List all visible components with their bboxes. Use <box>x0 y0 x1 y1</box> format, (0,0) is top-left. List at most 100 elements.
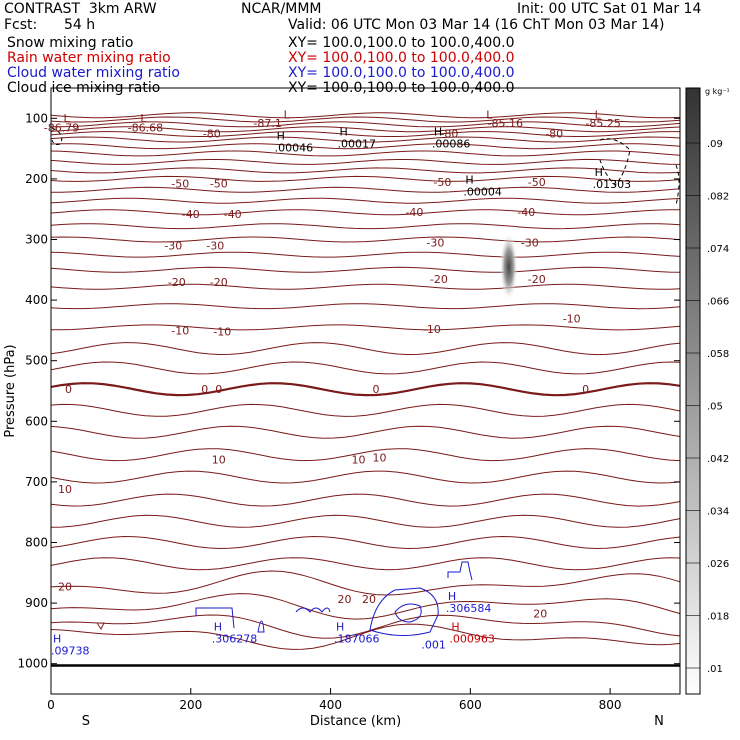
contour-label: 10 <box>372 452 386 465</box>
contour-label: -85.25 <box>585 117 620 130</box>
cloud-water-contour <box>295 607 331 613</box>
extremum-value: .09738 <box>51 644 90 657</box>
x-tick-label: 0 <box>47 698 55 712</box>
contour-label: -50 <box>528 176 546 189</box>
temperature-contours <box>50 112 681 667</box>
contour-label: -30 <box>521 237 539 250</box>
cloud-ice-contour <box>675 164 680 206</box>
contour-label: 0 <box>65 383 72 396</box>
forecast-hours: 54 h <box>64 17 96 33</box>
contour-label: -20 <box>528 273 546 286</box>
x-tick-label: 600 <box>459 698 482 712</box>
colorbar-level-label: .042 <box>707 454 729 465</box>
y-tick-label: 600 <box>25 414 48 428</box>
contour-labels: -86.79 -86.68 -87.1 -85.16 -85.25 -80 -80 -80 -5… <box>44 108 631 657</box>
extremum-value: .00046 <box>275 142 314 155</box>
colorbar-level-label: .01 <box>707 664 723 675</box>
field-snow-name: Snow mixing ratio <box>7 35 134 51</box>
isotherm-line <box>50 223 681 230</box>
north-label: N <box>654 714 664 729</box>
extremum-value: .00086 <box>432 137 471 150</box>
y-tick-label: 400 <box>25 293 48 307</box>
extremum-value: .01303 <box>593 178 632 191</box>
y-tick-label: 1000 <box>17 657 48 671</box>
colorbar-level-label: .082 <box>707 192 729 203</box>
contour-label: -30 <box>164 240 182 253</box>
extremum-value: .306278 <box>212 632 258 645</box>
contour-label: -50 <box>210 178 228 191</box>
cloud-ice-contour <box>599 138 631 186</box>
extremum-marker: H <box>595 166 603 179</box>
extremum-marker: H <box>465 174 473 187</box>
center-label: NCAR/MMM <box>241 1 322 17</box>
init-time: Init: 00 UTC Sat 01 Mar 14 <box>517 1 702 17</box>
isotherm-line <box>50 557 681 571</box>
isotherm-line <box>50 593 681 620</box>
chart-title: CONTRAST 3km ARW <box>4 1 157 17</box>
y-tick-label: 300 <box>25 233 48 247</box>
isotherm-line <box>50 175 681 182</box>
colorbar-unit: g kg⁻¹ <box>705 87 730 96</box>
contour-label: -40 <box>405 206 423 219</box>
isotherm-line <box>50 266 681 273</box>
isotherm-line <box>50 167 681 174</box>
contour-label: -86.79 <box>44 121 79 134</box>
isotherm-line <box>50 236 681 243</box>
isotherm-line <box>51 121 681 128</box>
isotherm-line <box>50 126 681 133</box>
extremum-marker: H <box>448 590 456 603</box>
contour-label: -85.16 <box>488 117 523 130</box>
y-tick-label: 900 <box>25 596 48 610</box>
colorbar-level-label: .018 <box>707 612 729 623</box>
cloud-water-contour <box>394 603 422 623</box>
plot-frame <box>50 87 681 695</box>
isotherm-line <box>50 136 681 143</box>
extremum-marker: H <box>340 125 348 138</box>
cloud-water-contour <box>447 561 473 581</box>
mixing-ratio-contours <box>51 127 680 636</box>
colorbar-level-label: .074 <box>707 244 729 255</box>
colorbar-level-label: .034 <box>707 507 729 518</box>
contour-label: 10 <box>352 453 366 466</box>
cloud-water-contour <box>257 620 265 633</box>
field-snow-xy: XY= 100.0,100.0 to 100.0,400.0 <box>288 35 515 51</box>
contour-label: 0 <box>201 383 208 396</box>
cloud-water-contour <box>369 587 439 636</box>
isotherm-line <box>50 158 681 165</box>
isotherm-line <box>50 251 681 258</box>
isotherm-line <box>50 283 681 290</box>
extremum-marker: L <box>595 108 602 121</box>
isotherm-line <box>50 514 681 528</box>
contour-label: -40 <box>224 208 242 221</box>
extremum-value: .187066 <box>334 632 380 645</box>
isotherm-line <box>50 535 681 550</box>
contour-label: -50 <box>433 176 451 189</box>
isotherm-line <box>50 116 681 123</box>
isotherm-line <box>50 493 681 507</box>
extremum-marker: H <box>336 620 344 633</box>
y-tick-label: 700 <box>25 475 48 489</box>
colorbar-gradient <box>685 87 701 695</box>
contour-label: -86.68 <box>128 121 163 134</box>
isotherm-line <box>50 143 681 150</box>
isotherm-line <box>50 448 681 462</box>
extremum-value: .000963 <box>449 632 495 645</box>
extremum-marker: L <box>284 108 291 121</box>
field-cloudwater-name: Cloud water mixing ratio <box>7 65 180 81</box>
contour-label: -80 <box>545 127 563 140</box>
contour-label: 10 <box>212 453 226 466</box>
extremum-value: .001 <box>421 638 446 651</box>
isotherm-line <box>50 623 681 650</box>
extremum-marker: H <box>451 620 459 633</box>
colorbar-level-label: .05 <box>707 402 723 413</box>
contour-label: -10 <box>213 326 231 339</box>
forecast-label: Fcst: <box>4 17 38 33</box>
extremum-value: .00004 <box>463 186 502 199</box>
isotherm-line <box>50 403 681 417</box>
isotherm-line <box>50 303 681 310</box>
contour-label: -30 <box>206 240 224 253</box>
contour-label: -20 <box>430 273 448 286</box>
y-tick-label: 800 <box>25 536 48 550</box>
contour-label: -87.1 <box>253 117 281 130</box>
